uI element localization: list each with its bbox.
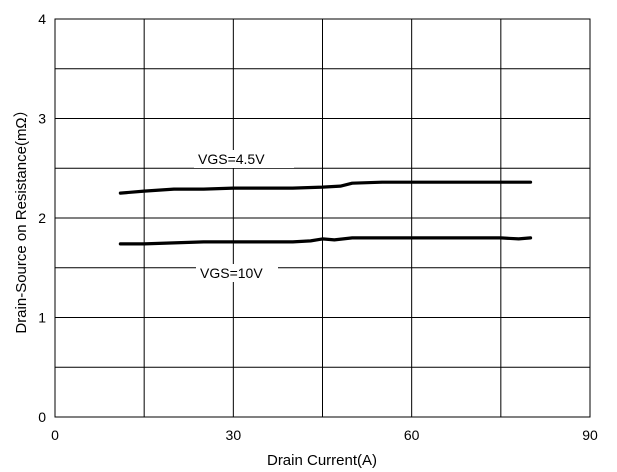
series-line-vgs45 xyxy=(118,180,533,195)
y-tick-label: 3 xyxy=(38,111,46,127)
y-tick-label: 4 xyxy=(38,11,46,27)
series-label-vgs45-background xyxy=(194,150,294,168)
tick-labels: 0 30 60 90 0 1 2 3 4 xyxy=(38,11,598,443)
series-label-vgs10-group: VGS=10V xyxy=(196,264,278,282)
series-label-vgs45-group: VGS=4.5V xyxy=(194,150,294,168)
series-lines xyxy=(118,180,533,246)
x-tick-label: 30 xyxy=(226,427,242,443)
x-tick-label: 0 xyxy=(51,427,59,443)
x-tick-label: 90 xyxy=(582,427,598,443)
y-tick-label: 1 xyxy=(38,310,46,326)
series-label-vgs10-background xyxy=(196,264,278,282)
series-label-vgs45: VGS=4.5V xyxy=(198,151,265,167)
series-line-vgs10 xyxy=(118,236,533,246)
x-tick-label: 60 xyxy=(404,427,420,443)
y-tick-label: 0 xyxy=(38,409,46,425)
grid xyxy=(55,19,590,417)
y-tick-label: 2 xyxy=(38,210,46,226)
y-axis-label: Drain-Source on Resistance(mΩ） xyxy=(13,102,30,333)
series-label-vgs10: VGS=10V xyxy=(200,265,263,281)
plot-border xyxy=(54,18,591,418)
x-axis-label: Drain Current(A) xyxy=(267,452,377,469)
